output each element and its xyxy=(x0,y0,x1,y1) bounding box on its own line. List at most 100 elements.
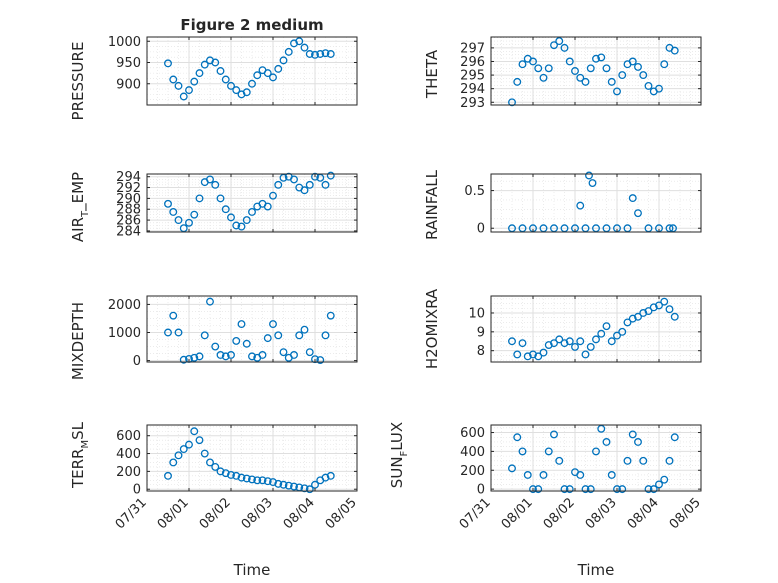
data-point xyxy=(660,297,669,306)
data-point xyxy=(164,199,172,208)
data-point xyxy=(576,73,585,82)
ylabel-theta: THETA xyxy=(423,49,441,99)
y-tick-label: 1000 xyxy=(108,35,141,50)
data-point xyxy=(274,331,283,340)
data-point xyxy=(623,456,632,465)
ylabel-mixdepth: MIXDEPTH xyxy=(69,302,87,380)
data-point xyxy=(216,351,225,359)
data-point xyxy=(518,447,527,456)
data-point xyxy=(179,92,188,101)
data-point xyxy=(544,447,553,456)
x-tick-label: 08/03 xyxy=(583,495,620,532)
data-point xyxy=(644,82,653,90)
data-point xyxy=(592,335,600,344)
data-point xyxy=(300,325,309,334)
data-point xyxy=(316,356,325,364)
y-tick-label: 292 xyxy=(116,181,141,196)
ylabel-h2omixra: H2OMIXRA xyxy=(423,288,441,369)
data-point xyxy=(169,207,178,216)
data-point xyxy=(216,67,225,75)
data-point xyxy=(174,328,183,337)
data-point xyxy=(300,186,309,195)
data-point xyxy=(613,485,621,494)
data-point xyxy=(326,171,335,180)
data-point xyxy=(211,342,220,351)
data-point xyxy=(248,79,256,88)
data-point xyxy=(290,351,298,359)
data-point xyxy=(655,301,663,310)
data-point xyxy=(164,328,172,337)
y-tick-label: 297 xyxy=(460,41,485,56)
data-point xyxy=(539,73,548,82)
y-tick-label: 9 xyxy=(477,325,485,340)
subplot-h2omixra: H2OMIXRA 8 9 10 xyxy=(423,288,702,369)
axes-box xyxy=(490,36,702,106)
data-point xyxy=(560,485,569,494)
data-point xyxy=(586,64,595,73)
data-point xyxy=(311,50,319,59)
data-point xyxy=(613,87,621,96)
data-point xyxy=(628,194,637,203)
y-tick-label: 200 xyxy=(116,465,141,480)
data-point xyxy=(316,50,325,58)
data-point xyxy=(305,348,314,357)
data-point xyxy=(523,352,532,361)
x-tick-label: 07/31 xyxy=(457,495,494,532)
data-point xyxy=(253,476,262,485)
data-point xyxy=(179,355,188,364)
data-point xyxy=(169,458,178,467)
data-point xyxy=(586,485,595,494)
data-point xyxy=(169,311,178,320)
data-point xyxy=(211,462,220,471)
data-point xyxy=(634,209,642,218)
y-tick-label: 0.5 xyxy=(464,184,485,199)
y-tick-label: 600 xyxy=(460,426,485,441)
data-point xyxy=(200,331,209,340)
data-point xyxy=(576,337,585,346)
data-point xyxy=(555,335,564,344)
data-point xyxy=(164,59,172,68)
y-tick-label: 294 xyxy=(116,170,141,185)
data-point xyxy=(539,348,548,357)
data-point xyxy=(253,71,262,80)
data-point xyxy=(597,329,606,338)
data-point xyxy=(576,471,585,479)
data-point xyxy=(242,88,251,97)
data-point xyxy=(571,342,579,351)
data-point xyxy=(639,71,648,80)
data-point xyxy=(258,351,267,359)
y-tick-label: 284 xyxy=(116,224,141,239)
data-point xyxy=(539,471,548,479)
data-point xyxy=(269,73,277,82)
data-point xyxy=(321,180,330,189)
data-point xyxy=(295,37,304,46)
data-point xyxy=(211,180,220,189)
x-tick-label: 08/01 xyxy=(499,495,536,532)
y-tick-label: 294 xyxy=(460,82,485,97)
data-point xyxy=(195,69,204,78)
data-point xyxy=(576,201,585,210)
y-tick-label: 0 xyxy=(477,483,485,498)
data-point xyxy=(326,471,335,480)
data-point xyxy=(321,473,330,482)
data-point xyxy=(227,81,235,90)
data-point xyxy=(290,482,298,491)
data-point xyxy=(665,456,674,465)
y-tick-label: 900 xyxy=(116,77,141,92)
y-tick-label: 0 xyxy=(133,483,141,498)
data-point xyxy=(628,57,637,66)
data-point xyxy=(326,311,335,320)
axes-box xyxy=(490,424,702,492)
data-point xyxy=(185,86,193,95)
data-point xyxy=(321,49,330,58)
y-tick-label: 0 xyxy=(477,222,485,237)
data-point xyxy=(174,451,183,460)
axes-box xyxy=(146,424,358,492)
x-tick-label: 08/01 xyxy=(155,495,192,532)
data-point xyxy=(628,430,637,439)
data-point xyxy=(216,194,225,203)
data-point xyxy=(237,222,246,231)
axes-box xyxy=(490,173,702,233)
